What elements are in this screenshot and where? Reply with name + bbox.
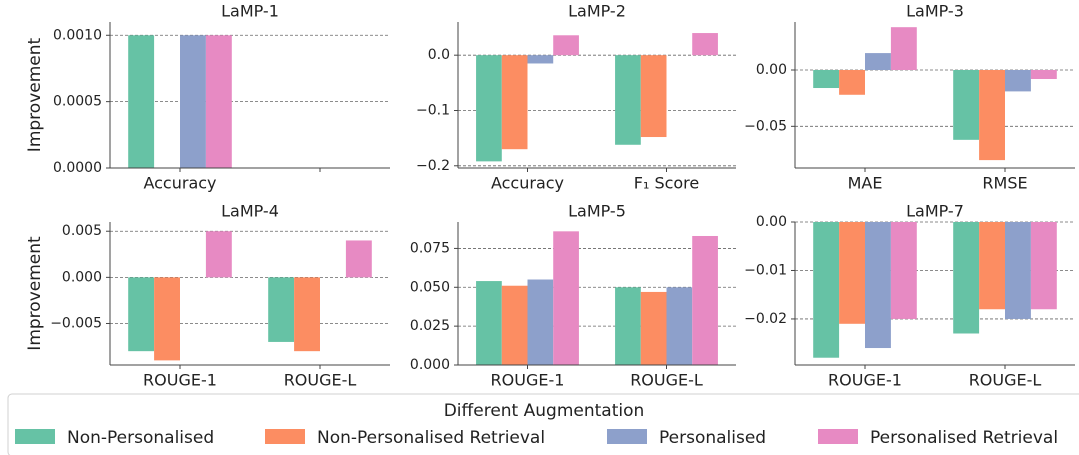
legend-label: Non-Personalised	[67, 428, 214, 448]
bar	[268, 277, 295, 342]
x-tick-label: Accuracy	[491, 174, 564, 193]
bar	[1005, 69, 1031, 92]
y-tick-label: 0.050	[410, 279, 450, 295]
bar	[553, 35, 579, 56]
bar	[813, 222, 840, 358]
bar	[476, 55, 502, 162]
bar	[839, 69, 865, 95]
bar	[953, 69, 980, 140]
bar	[865, 222, 891, 349]
bar	[640, 291, 667, 365]
bar	[128, 277, 155, 352]
x-tick-label: ROUGE-L	[630, 371, 703, 390]
bar	[553, 231, 579, 365]
bar	[615, 55, 641, 145]
bar	[692, 235, 718, 365]
x-tick-label: ROUGE-L	[969, 371, 1042, 390]
y-tick-label: 0.0010	[53, 27, 102, 43]
bar	[890, 27, 917, 70]
bar	[692, 33, 718, 56]
bar	[205, 231, 232, 278]
y-tick-label: 0.000	[62, 269, 102, 285]
y-tick-label: −0.01	[744, 262, 787, 278]
x-tick-label: ROUGE-L	[284, 371, 357, 390]
bar	[979, 69, 1005, 161]
y-tick-label: −0.02	[744, 311, 787, 327]
y-tick-label: 0.00	[756, 214, 787, 230]
legend-label: Personalised	[659, 428, 766, 448]
y-tick-label: 0.0000	[53, 160, 102, 176]
bar	[501, 285, 528, 365]
chart-title: LaMP-5	[568, 202, 626, 221]
y-tick-label: 0.025	[410, 318, 450, 334]
bar	[890, 222, 917, 319]
y-tick-label: 0.0005	[53, 94, 102, 110]
legend-swatch	[818, 429, 858, 444]
legend-label: Non-Personalised Retrieval	[317, 428, 545, 448]
bar	[294, 277, 320, 352]
chart-title: LaMP-4	[221, 202, 279, 221]
y-tick-label: −0.2	[416, 158, 450, 174]
bar	[839, 222, 865, 324]
bar	[1030, 222, 1057, 310]
bar	[953, 222, 980, 334]
y-tick-label: 0.0	[428, 47, 450, 63]
chart-title: LaMP-7	[906, 202, 964, 221]
y-tick-label: 0.000	[410, 357, 450, 373]
y-tick-label: −0.005	[50, 315, 102, 331]
y-tick-label: 0.005	[62, 223, 102, 239]
bar	[615, 287, 641, 365]
y-tick-label: 0.075	[410, 240, 450, 256]
bar	[1005, 222, 1031, 319]
x-tick-label: ROUGE-1	[143, 371, 217, 390]
chart-title: LaMP-2	[568, 2, 626, 21]
bar	[180, 35, 206, 168]
y-tick-label: 0.00	[756, 62, 787, 78]
bar	[527, 55, 554, 64]
bar	[527, 279, 554, 365]
bar	[476, 281, 502, 365]
x-tick-label: ROUGE-1	[828, 371, 902, 390]
legend-title: Different Augmentation	[444, 401, 645, 421]
bar	[813, 69, 840, 89]
y-axis-label: Improvement	[25, 37, 45, 152]
bar	[865, 53, 891, 70]
bar	[154, 277, 180, 361]
bar	[979, 222, 1005, 310]
legend-swatch	[607, 429, 647, 444]
x-tick-label: Accuracy	[143, 174, 216, 193]
bar	[1030, 69, 1057, 80]
bar	[640, 55, 667, 138]
x-tick-label: F₁ Score	[634, 174, 700, 193]
legend-swatch	[265, 429, 305, 444]
y-axis-label: Improvement	[25, 236, 45, 351]
bar	[128, 35, 155, 168]
bar	[205, 35, 232, 168]
x-tick-label: RMSE	[982, 174, 1027, 193]
chart-title: LaMP-3	[906, 2, 964, 21]
bar	[345, 240, 372, 278]
y-tick-label: −0.1	[416, 102, 450, 118]
bar	[501, 55, 528, 150]
legend-label: Personalised Retrieval	[870, 428, 1058, 448]
chart-title: LaMP-1	[221, 2, 279, 21]
y-tick-label: −0.05	[744, 118, 787, 134]
legend-swatch	[15, 429, 55, 444]
bar	[666, 287, 693, 365]
x-tick-label: ROUGE-1	[491, 371, 565, 390]
x-tick-label: MAE	[848, 174, 883, 193]
